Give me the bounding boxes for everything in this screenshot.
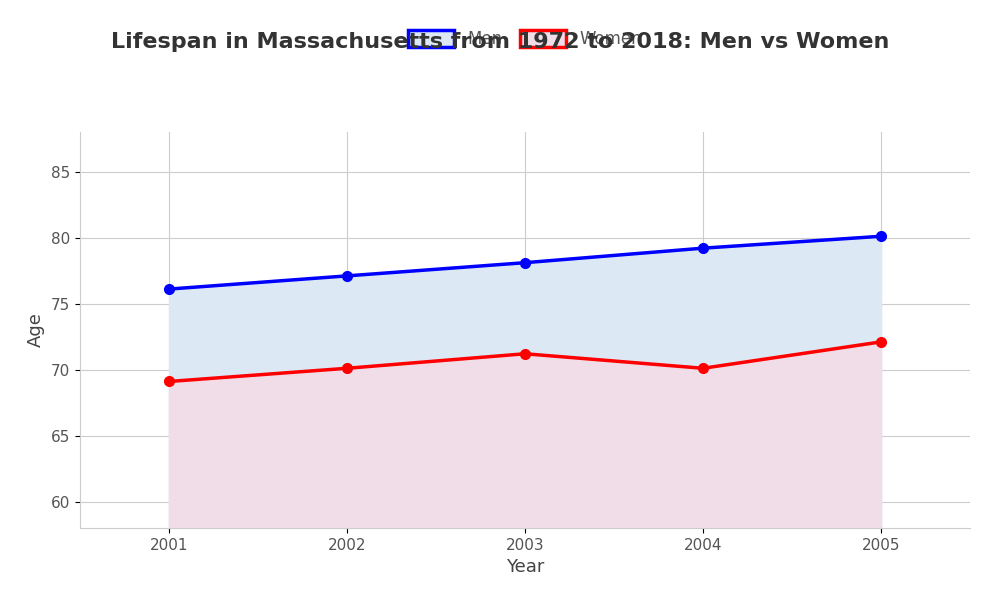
Y-axis label: Age: Age — [27, 313, 45, 347]
Legend: Men, Women: Men, Women — [399, 22, 651, 56]
X-axis label: Year: Year — [506, 558, 544, 576]
Text: Lifespan in Massachusetts from 1972 to 2018: Men vs Women: Lifespan in Massachusetts from 1972 to 2… — [111, 32, 889, 52]
